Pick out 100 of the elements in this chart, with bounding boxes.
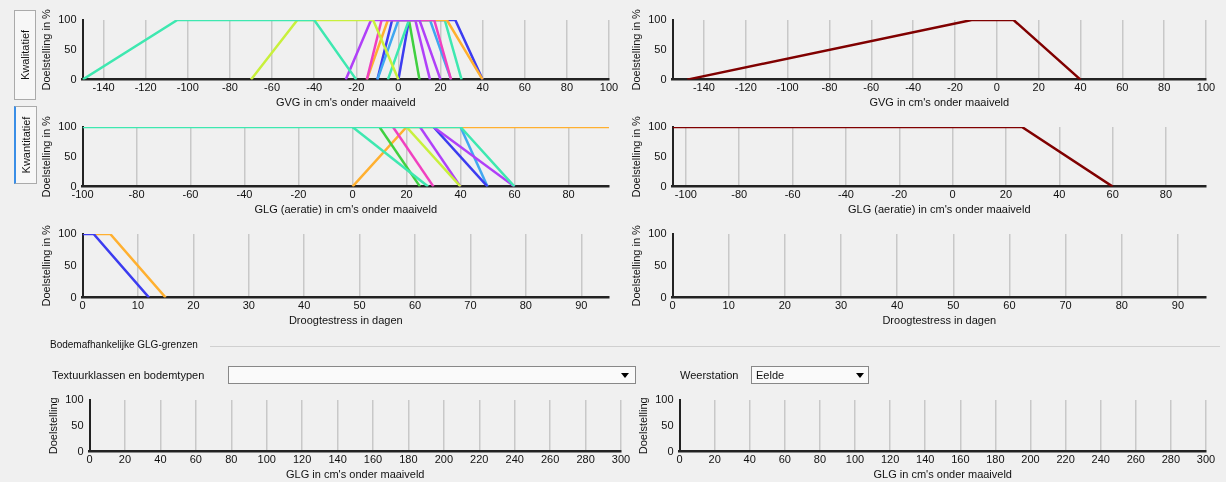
x-tick-label: 0 <box>86 453 93 466</box>
y-tick-label: 50 <box>64 42 77 55</box>
x-tick-label: 180 <box>986 453 1005 466</box>
y-axis-title: Doelstelling in % <box>629 224 642 307</box>
x-tick-label: -80 <box>128 188 145 201</box>
x-tick-label: -120 <box>134 81 157 94</box>
x-tick-label: 80 <box>225 453 238 466</box>
x-tick-label: 70 <box>1059 299 1072 312</box>
x-tick-label: 0 <box>676 453 683 466</box>
x-tick-label: 240 <box>1091 453 1110 466</box>
x-tick-label: -120 <box>734 81 757 94</box>
x-tick-label: 120 <box>880 453 900 466</box>
y-tick-label: 50 <box>661 418 674 431</box>
x-tick-label: 20 <box>999 188 1013 201</box>
x-tick-label: 80 <box>1115 299 1128 312</box>
x-tick-label: -20 <box>348 81 365 94</box>
x-tick-label: 50 <box>353 299 366 312</box>
x-tick-label: -140 <box>92 81 115 94</box>
text: Textuurklassen en bodemtypen <box>52 369 205 381</box>
x-tick-label: -100 <box>176 81 199 94</box>
x-tick-label: 160 <box>363 453 383 466</box>
y-axis-title: Doelstelling in % <box>39 224 52 307</box>
y-tick-label: 100 <box>655 393 674 406</box>
x-tick-label: -80 <box>821 81 838 94</box>
y-tick-label: 0 <box>667 444 674 457</box>
x-tick-label: 0 <box>349 188 356 201</box>
x-tick-label: -140 <box>692 81 715 94</box>
x-tick-label: 30 <box>242 299 255 312</box>
x-tick-label: 50 <box>947 299 960 312</box>
x-tick-label: 80 <box>560 81 574 94</box>
x-tick-label: 40 <box>476 81 489 94</box>
x-tick-label: 60 <box>508 188 521 201</box>
x-tick-label: 40 <box>154 453 167 466</box>
x-axis-title: GVG in cm's onder maaiveld <box>869 96 1010 109</box>
y-tick-label: 50 <box>654 42 667 55</box>
y-axis-title: Doelstelling in % <box>39 115 52 198</box>
x-tick-label: -40 <box>236 188 253 201</box>
x-tick-label: -100 <box>674 188 697 201</box>
y-tick-label: 100 <box>58 120 77 133</box>
x-tick-label: 220 <box>470 453 489 466</box>
x-tick-label: 40 <box>298 299 311 312</box>
x-axis-title: GLG in cm's onder maaiveld <box>286 468 425 481</box>
text: Bodemafhankelijke GLG-grenzen <box>50 339 198 350</box>
y-axis-title: Doelstelling in % <box>629 8 642 91</box>
x-tick-label: 180 <box>399 453 418 466</box>
x-tick-label: 40 <box>743 453 756 466</box>
text: Weerstation <box>680 369 739 381</box>
x-tick-label: 80 <box>562 188 575 201</box>
x-tick-label: 80 <box>813 453 827 466</box>
y-tick-label: 100 <box>65 393 84 406</box>
x-tick-label: 40 <box>1053 188 1066 201</box>
x-tick-label: 20 <box>708 453 721 466</box>
y-tick-label: 0 <box>70 72 77 85</box>
x-tick-label: 220 <box>1056 453 1075 466</box>
x-tick-label: 100 <box>845 453 865 466</box>
y-axis-title: Doelstelling in % <box>39 8 52 91</box>
y-axis-title: Doelstelling in % <box>629 115 642 198</box>
x-tick-label: 60 <box>1106 188 1119 201</box>
x-tick-label: 60 <box>1003 299 1016 312</box>
y-tick-label: 50 <box>64 149 77 162</box>
x-tick-label: 260 <box>540 453 560 466</box>
x-tick-label: 100 <box>257 453 276 466</box>
x-tick-label: 40 <box>1074 81 1087 94</box>
x-tick-label: -40 <box>306 81 323 94</box>
x-tick-label: -40 <box>905 81 922 94</box>
x-axis-title: Droogtestress in dagen <box>288 314 403 327</box>
y-tick-label: 50 <box>71 418 84 431</box>
text: Eelde <box>756 369 785 381</box>
x-tick-label: 260 <box>1126 453 1145 466</box>
x-tick-label: -80 <box>731 188 748 201</box>
x-tick-label: 20 <box>187 299 200 312</box>
y-tick-label: 0 <box>77 444 84 457</box>
x-tick-label: -40 <box>837 188 854 201</box>
x-tick-label: 100 <box>599 81 619 94</box>
x-tick-label: 90 <box>575 299 588 312</box>
y-tick-label: 50 <box>654 258 667 271</box>
x-tick-label: -60 <box>182 188 199 201</box>
x-tick-label: -80 <box>222 81 238 94</box>
x-tick-label: 60 <box>778 453 791 466</box>
y-axis-title: Doelstelling <box>46 397 59 455</box>
x-tick-label: 280 <box>576 453 595 466</box>
y-tick-label: 0 <box>660 72 667 85</box>
y-tick-label: 100 <box>648 13 667 26</box>
x-tick-label: 20 <box>778 299 791 312</box>
x-tick-label: 20 <box>1032 81 1045 94</box>
x-tick-label: 60 <box>1116 81 1129 94</box>
text: Kwalitatief <box>19 29 32 81</box>
x-tick-label: -20 <box>290 188 307 201</box>
y-tick-label: 0 <box>660 179 667 192</box>
y-tick-label: 100 <box>58 13 77 26</box>
x-tick-label: -60 <box>863 81 880 94</box>
text: Kwantitatief <box>20 116 32 174</box>
x-tick-label: 300 <box>611 453 631 466</box>
x-tick-label: 300 <box>1196 453 1216 466</box>
y-tick-label: 100 <box>648 120 667 133</box>
x-tick-label: 200 <box>1021 453 1040 466</box>
x-tick-label: -20 <box>947 81 963 94</box>
x-tick-label: 200 <box>434 453 454 466</box>
x-axis-title: GLG (aeratie) in cm's onder maaiveld <box>254 203 437 216</box>
x-tick-label: 140 <box>328 453 347 466</box>
